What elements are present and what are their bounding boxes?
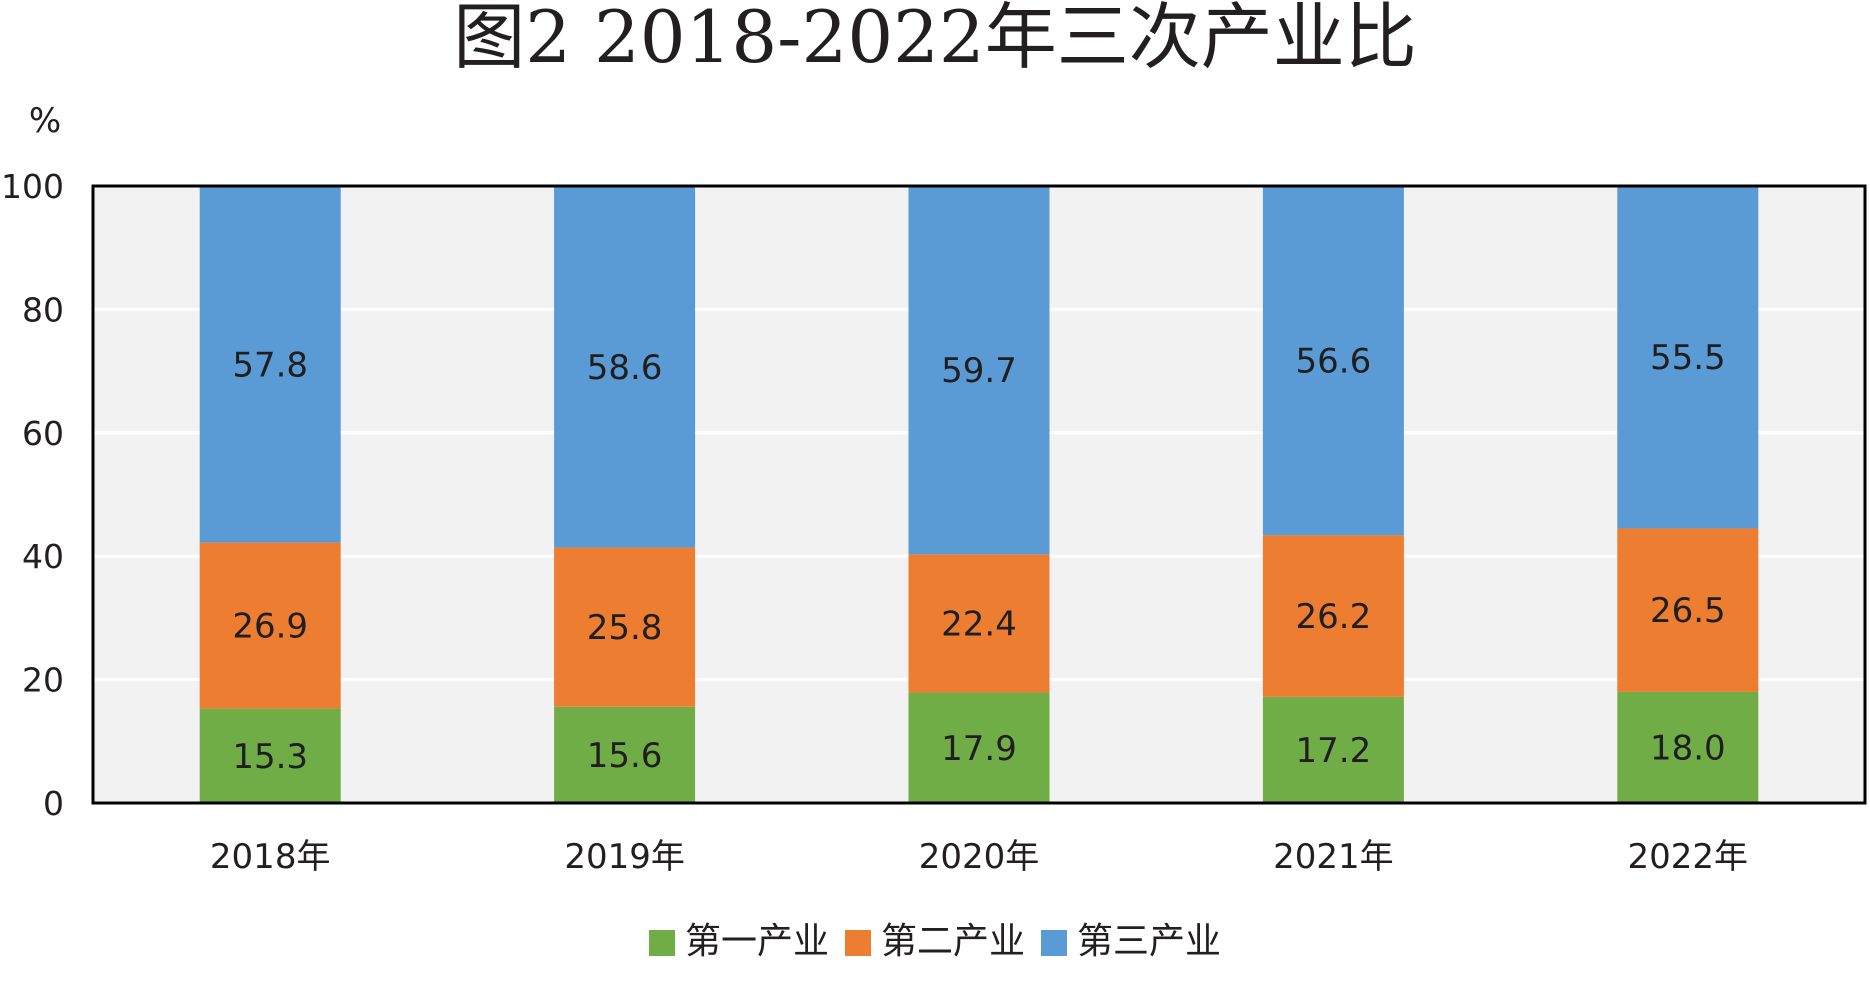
bar-segment xyxy=(1262,186,1404,536)
bar-segment xyxy=(908,186,1050,555)
data-label: 26.9 xyxy=(232,607,308,647)
plot-area: 0 20 40 60 80 100 15.3 26.9 57.8 2018年 15.6 25.8 58.… xyxy=(1,167,1867,877)
data-label: 18.0 xyxy=(1650,728,1726,768)
data-label: 58.6 xyxy=(587,348,663,388)
bar-segment xyxy=(554,706,696,803)
y-tick-label: 40 xyxy=(22,537,64,576)
data-label: 55.5 xyxy=(1650,338,1726,378)
data-label: 56.6 xyxy=(1296,342,1372,382)
x-tick-label: 2020年 xyxy=(919,837,1040,877)
x-tick-label: 2022年 xyxy=(1628,837,1749,877)
legend-swatch xyxy=(1041,930,1067,956)
y-tick-label: 20 xyxy=(22,661,64,700)
bar-segment xyxy=(554,547,696,707)
data-label: 26.2 xyxy=(1296,597,1372,637)
y-tick-label: 60 xyxy=(22,414,64,453)
data-label: 15.3 xyxy=(232,737,308,777)
x-tick-label: 2021年 xyxy=(1273,837,1394,877)
data-label: 15.6 xyxy=(587,736,663,776)
bar-segment xyxy=(199,186,341,543)
data-label: 59.7 xyxy=(941,351,1017,391)
y-tick-label: 0 xyxy=(43,784,64,823)
data-label: 22.4 xyxy=(941,604,1017,644)
data-label: 25.8 xyxy=(587,608,663,648)
legend-label: 第二产业 xyxy=(881,921,1025,962)
bar-segment xyxy=(1262,535,1404,697)
legend: 第一产业 第二产业 第三产业 xyxy=(649,921,1221,962)
x-tick-label: 2019年 xyxy=(564,837,685,877)
bar-segment xyxy=(199,708,341,803)
bar-segment xyxy=(908,692,1050,803)
data-label: 57.8 xyxy=(232,345,308,385)
legend-label: 第三产业 xyxy=(1077,921,1221,962)
legend-swatch xyxy=(845,930,871,956)
y-axis-unit-label: % xyxy=(29,101,61,141)
y-tick-label: 100 xyxy=(1,167,64,206)
data-label: 26.5 xyxy=(1650,591,1726,631)
legend-label: 第一产业 xyxy=(685,921,829,962)
bar-segment xyxy=(554,186,696,548)
bar-segment xyxy=(1262,696,1404,803)
plot-frame xyxy=(91,184,1867,805)
bar-segment xyxy=(1617,528,1759,692)
data-label: 17.9 xyxy=(941,729,1017,769)
y-tick-label: 80 xyxy=(22,290,64,329)
bar-segment xyxy=(908,554,1050,693)
data-label: 17.2 xyxy=(1296,731,1372,771)
x-tick-label: 2018年 xyxy=(210,837,331,877)
bar-segment xyxy=(1617,691,1759,803)
bar-segment xyxy=(1617,186,1759,529)
chart-title: 图2 2018-2022年三次产业比 xyxy=(453,0,1417,79)
legend-swatch xyxy=(649,930,675,956)
bar-segment xyxy=(199,542,341,709)
